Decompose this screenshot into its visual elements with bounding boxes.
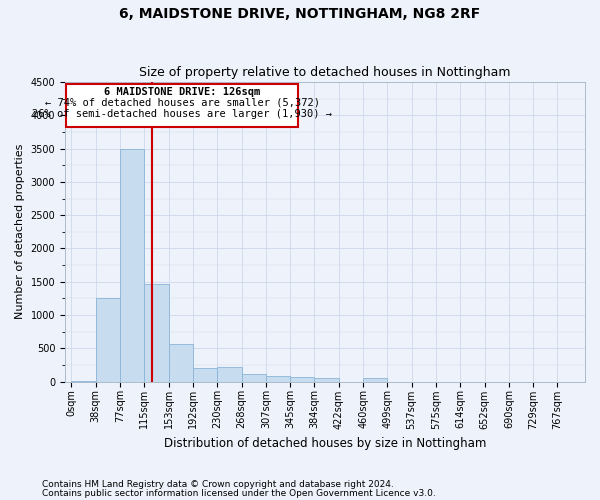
Bar	[193, 368, 217, 382]
Bar	[242, 374, 266, 382]
Title: Size of property relative to detached houses in Nottingham: Size of property relative to detached ho…	[139, 66, 511, 80]
Bar	[71, 381, 96, 382]
Text: 6, MAIDSTONE DRIVE, NOTTINGHAM, NG8 2RF: 6, MAIDSTONE DRIVE, NOTTINGHAM, NG8 2RF	[119, 8, 481, 22]
Bar	[314, 378, 339, 382]
Text: 6 MAIDSTONE DRIVE: 126sqm: 6 MAIDSTONE DRIVE: 126sqm	[104, 88, 260, 98]
Bar	[96, 298, 120, 382]
Bar	[145, 284, 169, 382]
Bar	[266, 376, 290, 382]
Bar	[120, 150, 145, 382]
Y-axis label: Number of detached properties: Number of detached properties	[15, 144, 25, 320]
Bar	[169, 344, 193, 382]
Bar	[217, 367, 242, 382]
Bar	[363, 378, 388, 382]
Text: 26% of semi-detached houses are larger (1,930) →: 26% of semi-detached houses are larger (…	[32, 109, 332, 119]
FancyBboxPatch shape	[67, 84, 298, 126]
Text: Contains HM Land Registry data © Crown copyright and database right 2024.: Contains HM Land Registry data © Crown c…	[42, 480, 394, 489]
Text: Contains public sector information licensed under the Open Government Licence v3: Contains public sector information licen…	[42, 489, 436, 498]
Text: ← 74% of detached houses are smaller (5,372): ← 74% of detached houses are smaller (5,…	[45, 98, 320, 108]
X-axis label: Distribution of detached houses by size in Nottingham: Distribution of detached houses by size …	[164, 437, 486, 450]
Bar	[290, 377, 314, 382]
